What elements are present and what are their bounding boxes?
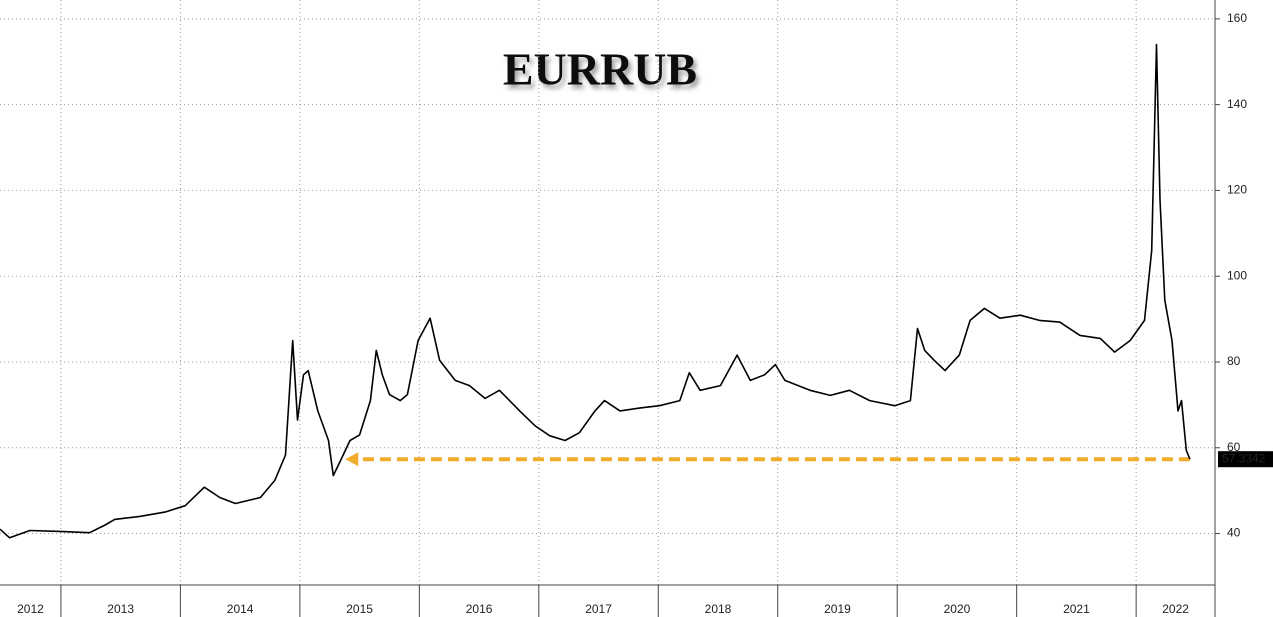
x-tick-label: 2012 bbox=[17, 602, 44, 616]
x-tick-label: 2021 bbox=[1063, 602, 1090, 616]
arrow-head bbox=[345, 452, 359, 467]
value-label-box bbox=[1218, 451, 1273, 468]
x-tick-label: 2017 bbox=[585, 602, 612, 616]
x-tick-label: 2019 bbox=[824, 602, 851, 616]
x-tick-label: 2015 bbox=[346, 602, 373, 616]
chart-title: EURRUB bbox=[503, 44, 697, 95]
y-tick-label: 60 bbox=[1227, 440, 1241, 454]
x-tick-label: 2014 bbox=[227, 602, 254, 616]
y-tick-label: 100 bbox=[1227, 268, 1247, 282]
x-tick-label: 2020 bbox=[944, 602, 971, 616]
value-label: 57.3342 bbox=[1222, 451, 1266, 465]
y-tick-label: 120 bbox=[1227, 183, 1247, 197]
x-tick-label: 2022 bbox=[1162, 602, 1189, 616]
y-tick-label: 160 bbox=[1227, 11, 1247, 25]
price-line bbox=[0, 43, 1191, 539]
y-tick-label: 80 bbox=[1227, 354, 1241, 368]
x-tick-label: 2013 bbox=[107, 602, 134, 616]
y-tick-label: 40 bbox=[1227, 526, 1241, 540]
x-tick-label: 2018 bbox=[705, 602, 732, 616]
y-tick-label: 140 bbox=[1227, 97, 1247, 111]
x-tick-label: 2016 bbox=[466, 602, 493, 616]
